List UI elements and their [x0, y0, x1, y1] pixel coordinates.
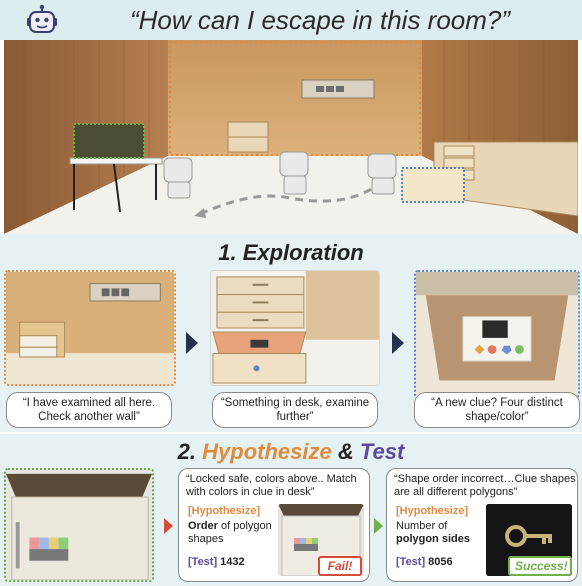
task-question: “How can I escape in this room?” [60, 5, 580, 36]
speech-bubble-2: “Something in desk, examine further” [212, 392, 378, 428]
attempt-quote: “Shape order incorrect…Clue shapes are a… [394, 473, 576, 499]
speech-bubble-3: “A new clue? Four distinct shape/color” [414, 392, 580, 428]
fail-badge: Fail! [318, 556, 362, 576]
hypothesize-test-title: 2. Hypothesize & Test [0, 439, 582, 465]
speech-text: “I have examined all here. Check another… [11, 396, 167, 424]
step-arrow-icon [186, 332, 198, 354]
speech-text: “A new clue? Four distinct shape/color” [419, 396, 575, 424]
exploration-image-wall [4, 270, 176, 386]
robot-icon [26, 4, 58, 36]
hypothesize-tag: [Hypothesize] [396, 505, 468, 517]
attempt-quote: “Locked safe, colors above.. Match with … [186, 473, 366, 499]
test-line: [Test]1432 [188, 556, 245, 568]
hypothesis-text: Number of polygon sides [396, 520, 486, 546]
room-scene [4, 40, 578, 234]
success-badge: Success! [508, 556, 572, 576]
exploration-image-clue [414, 270, 580, 398]
speech-text: “Something in desk, examine further” [217, 396, 373, 424]
locked-safe-image [4, 468, 154, 582]
fail-arrow-icon [164, 518, 173, 534]
step-arrow-icon [392, 332, 404, 354]
test-line: [Test]8056 [396, 556, 453, 568]
hypothesis-text: Order of polygon shapes [188, 520, 278, 546]
success-arrow-icon [374, 518, 383, 534]
exploration-title: 1. Exploration [0, 240, 582, 266]
speech-bubble-1: “I have examined all here. Check another… [6, 392, 172, 428]
exploration-image-desk [210, 270, 380, 386]
hypothesize-tag: [Hypothesize] [188, 505, 260, 517]
